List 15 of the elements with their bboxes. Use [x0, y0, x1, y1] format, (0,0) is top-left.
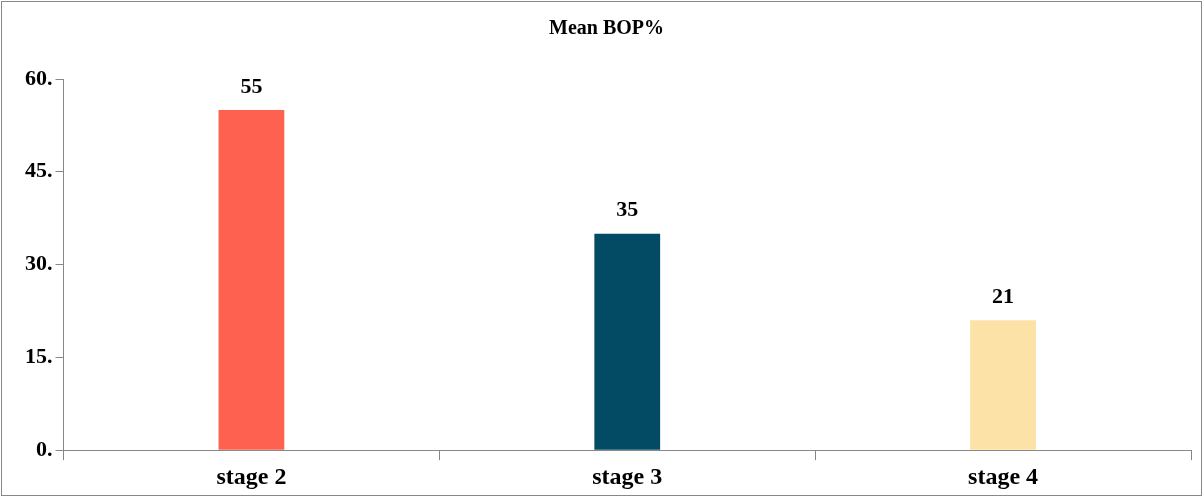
chart-title: Mean BOP% [549, 16, 664, 39]
data-label: 21 [992, 282, 1015, 308]
y-tick-label: 45. [25, 157, 53, 183]
data-label: 35 [616, 196, 639, 222]
x-tick-label: stage 3 [592, 462, 663, 489]
bar [594, 233, 661, 450]
y-tick-label: 30. [25, 250, 53, 276]
y-tick-label: 15. [25, 343, 53, 369]
data-label: 55 [240, 72, 263, 98]
x-tick-label: stage 2 [216, 462, 287, 489]
x-tick-label: stage 4 [968, 462, 1039, 489]
y-tick-label: 0. [36, 435, 53, 461]
bar [970, 320, 1036, 450]
bar [218, 109, 285, 450]
y-tick-label: 60. [25, 64, 53, 90]
